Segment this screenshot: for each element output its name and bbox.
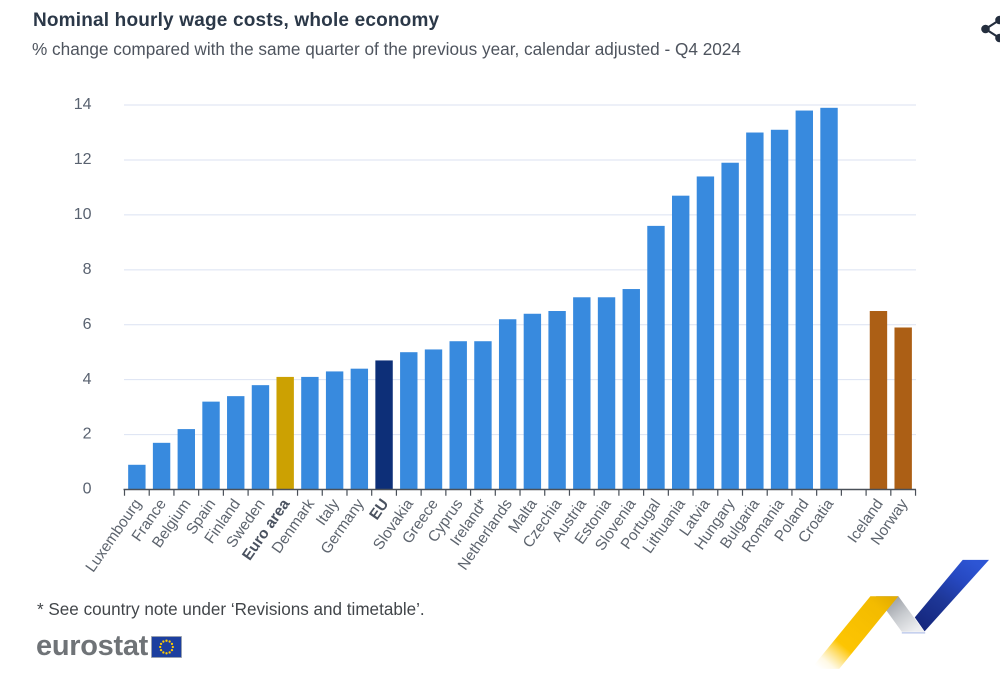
svg-text:14: 14 — [74, 96, 92, 113]
svg-text:8: 8 — [83, 261, 92, 278]
svg-text:2: 2 — [83, 426, 92, 443]
svg-text:12: 12 — [74, 151, 92, 168]
svg-text:4: 4 — [83, 371, 92, 388]
svg-text:6: 6 — [83, 316, 92, 333]
svg-text:0: 0 — [83, 481, 92, 498]
svg-text:10: 10 — [74, 206, 92, 223]
